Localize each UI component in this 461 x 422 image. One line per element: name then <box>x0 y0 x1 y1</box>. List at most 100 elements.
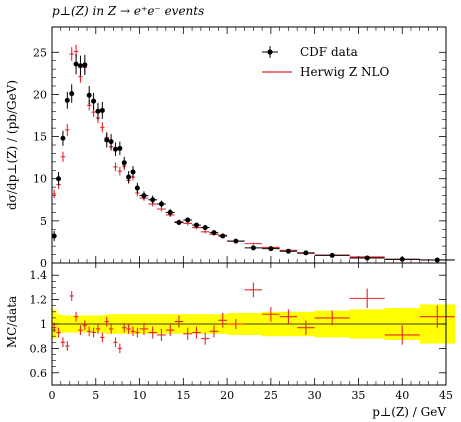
ratio-y-tick-label: 1.4 <box>30 269 48 282</box>
herwig-point <box>60 151 66 162</box>
x-tick-label: 10 <box>133 389 147 402</box>
cdf-data-point <box>86 86 92 105</box>
ratio-y-ticks: 0.6 0.8 1 1.2 1.4 <box>30 269 446 380</box>
main-y-tick-label: 20 <box>33 88 47 101</box>
ratio-point <box>52 322 57 333</box>
ratio-point <box>200 332 210 345</box>
x-tick-label: 25 <box>264 389 278 402</box>
ratio-point <box>91 327 96 338</box>
cdf-data-point <box>104 132 110 148</box>
cdf-data-point <box>183 217 193 223</box>
herwig-point <box>200 230 210 234</box>
legend-herwig-label: Herwig Z NLO <box>300 65 390 79</box>
cdf-data-point <box>218 233 228 239</box>
ratio-point <box>65 341 70 351</box>
x-tick-label: 15 <box>176 389 190 402</box>
ratio-point <box>279 309 298 324</box>
cdf-data-point <box>126 171 132 183</box>
cdf-data-point <box>174 220 184 226</box>
ratio-point <box>82 320 88 331</box>
herwig-point <box>244 242 263 245</box>
ratio-point <box>297 320 315 335</box>
x-tick-label: 0 <box>49 389 56 402</box>
ratio-point <box>244 282 263 298</box>
ratio-point <box>384 325 420 345</box>
main-y-tick-label: 10 <box>33 173 47 186</box>
ratio-data-marks <box>52 282 455 354</box>
ratio-y-axis-label: MC/data <box>5 296 19 348</box>
cdf-data-point <box>95 102 101 120</box>
ratio-point <box>262 306 280 322</box>
main-y-tick-label: 0 <box>40 257 47 270</box>
cdf-data-point <box>200 225 210 231</box>
ratio-y-tick-label: 0.6 <box>30 367 48 380</box>
cdf-data-point <box>51 230 57 242</box>
cdf-data-point <box>314 252 350 258</box>
cdf-data-point <box>244 245 263 251</box>
ratio-plot: 0.6 0.8 1 1.2 1.4 0 5 10 15 20 25 30 35 40 45 MC/data… <box>5 27 456 419</box>
x-tick-label: 5 <box>92 389 99 402</box>
cdf-data-point <box>69 84 75 103</box>
ratio-point <box>209 325 219 338</box>
cdf-data-point <box>192 222 201 228</box>
ratio-point <box>192 326 201 339</box>
ratio-point <box>69 291 74 301</box>
ratio-point <box>100 332 105 343</box>
cdf-data-point <box>262 246 280 252</box>
main-y-axis-label: dσ/dp⊥(Z) / (pb/GeV) <box>5 80 19 210</box>
ratio-point <box>78 325 83 335</box>
x-tick-label: 40 <box>395 389 409 402</box>
ratio-point <box>174 315 184 328</box>
x-tick-label: 45 <box>439 389 453 402</box>
cdf-data-point <box>297 250 315 256</box>
chart-title: p⊥(Z) in Z → e⁺e⁻ events <box>52 4 204 18</box>
cdf-data-point <box>64 91 70 109</box>
legend-cdf-marker <box>267 49 273 55</box>
herwig-point <box>65 123 70 136</box>
ratio-point <box>148 326 158 339</box>
cdf-data-point <box>60 130 66 146</box>
cdf-data-point <box>130 166 136 178</box>
ratio-point <box>56 327 61 338</box>
herwig-point <box>69 47 74 61</box>
x-axis-ticks: 0 5 10 15 20 25 30 35 40 45 <box>49 27 453 402</box>
cdf-data-point <box>209 230 219 236</box>
ratio-point <box>60 337 66 348</box>
ratio-point <box>108 324 114 334</box>
cdf-data-point <box>165 209 175 216</box>
ratio-y-tick-label: 0.8 <box>30 342 48 355</box>
cdf-data-point <box>99 102 105 119</box>
main-plot: 0 5 10 15 20 25 dσ/dp⊥(Z) / (pb/GeV) CDF data… <box>5 26 455 270</box>
cdf-data-point <box>112 142 118 156</box>
legend: CDF data Herwig Z NLO <box>262 45 390 79</box>
ratio-point <box>130 326 136 337</box>
ratio-point <box>87 326 92 337</box>
ratio-point <box>139 322 149 335</box>
ratio-point <box>165 324 175 337</box>
ratio-y-tick-label: 1 <box>40 318 47 331</box>
cdf-data-point <box>121 156 127 169</box>
cdf-data-point <box>82 54 88 76</box>
ratio-point <box>227 319 245 329</box>
main-y-tick-label: 15 <box>33 131 47 144</box>
herwig-point <box>52 189 57 199</box>
cdf-data-point <box>56 171 62 186</box>
main-y-tick-label: 25 <box>33 46 47 59</box>
legend-cdf-label: CDF data <box>300 45 358 59</box>
ratio-point <box>126 324 131 334</box>
herwig-point <box>100 122 105 133</box>
cdf-data-point <box>73 53 79 75</box>
ratio-point <box>183 327 193 340</box>
cdf-data-point <box>134 182 140 194</box>
cdf-data-point <box>157 200 166 208</box>
ratio-point <box>117 343 123 354</box>
cdf-data-point <box>349 255 385 261</box>
ratio-point <box>113 337 118 348</box>
main-y-tick-label: 5 <box>40 215 47 228</box>
cdf-data-point <box>91 92 97 110</box>
ratio-y-tick-label: 1.2 <box>30 294 48 307</box>
main-y-ticks: 0 5 10 15 20 25 <box>33 46 446 270</box>
cdf-data-point <box>139 191 149 200</box>
cdf-data-point <box>279 248 298 254</box>
